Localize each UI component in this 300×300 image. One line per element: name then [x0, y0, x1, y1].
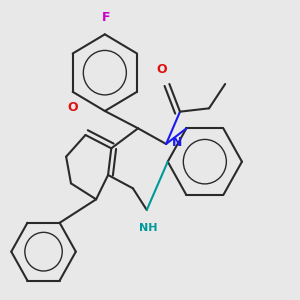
Text: F: F	[102, 11, 111, 24]
Text: N: N	[172, 136, 182, 149]
Text: O: O	[67, 101, 78, 114]
Text: O: O	[156, 63, 166, 76]
Text: NH: NH	[139, 223, 158, 233]
